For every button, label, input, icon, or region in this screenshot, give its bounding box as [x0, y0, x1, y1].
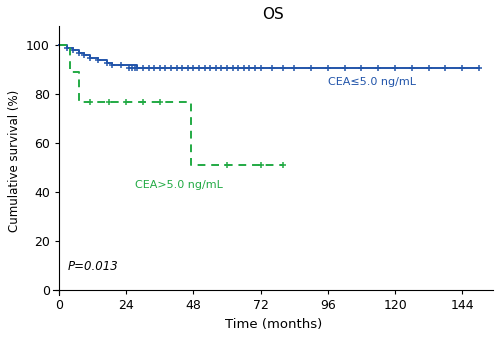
Y-axis label: Cumulative survival (%): Cumulative survival (%) [8, 90, 20, 232]
Text: P=0.013: P=0.013 [68, 260, 118, 273]
X-axis label: Time (months): Time (months) [224, 318, 322, 331]
Title: OS: OS [262, 7, 284, 22]
Text: CEA>5.0 ng/mL: CEA>5.0 ng/mL [134, 180, 222, 190]
Text: CEA≤5.0 ng/mL: CEA≤5.0 ng/mL [328, 77, 416, 87]
